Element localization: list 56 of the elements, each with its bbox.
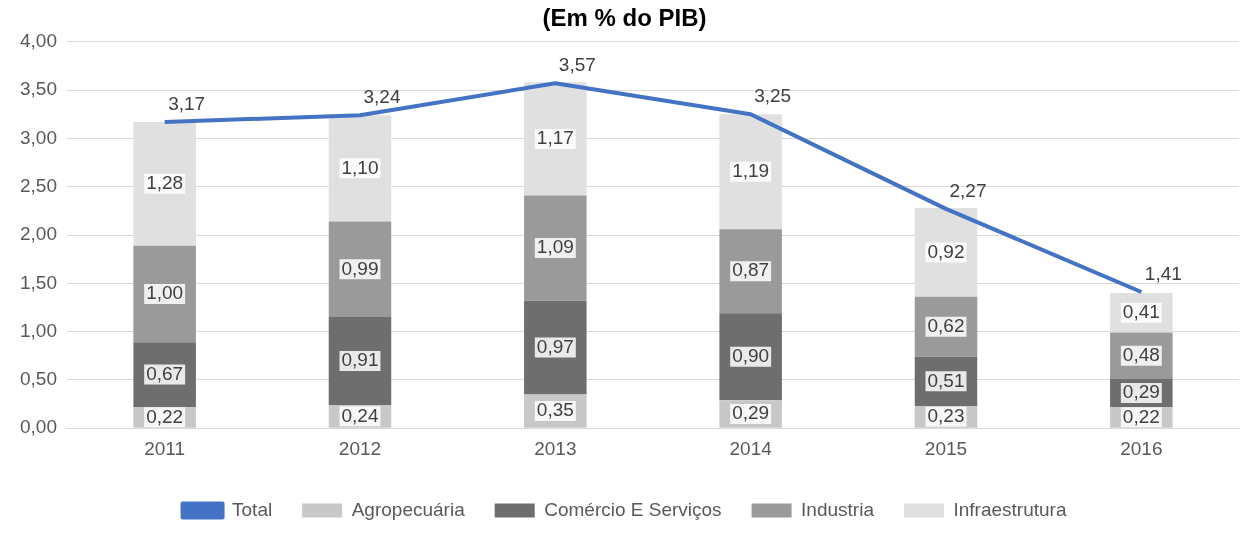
data-label: 0,67	[146, 362, 184, 384]
legend-label: Agropecuária	[351, 498, 466, 520]
data-label: 1,10	[341, 156, 379, 178]
data-label: 0,91	[341, 349, 379, 371]
data-label: 1,28	[146, 172, 184, 194]
legend-label: Total	[232, 498, 273, 520]
bar	[133, 245, 196, 343]
data-label: 0,48	[1122, 343, 1160, 365]
data-label: 0,99	[341, 257, 379, 279]
chart-title: (Em % do PIB)	[542, 4, 707, 32]
data-label: 1,19	[732, 159, 770, 181]
data-label: 0,22	[1122, 405, 1160, 427]
legend-label: Comércio E Serviços	[544, 498, 722, 520]
y-tick-label: 2,50	[20, 174, 57, 196]
data-label: 0,41	[1122, 301, 1160, 322]
legend-label: Industria	[801, 498, 875, 520]
data-label: 0,35	[536, 399, 574, 421]
y-tick-label: 4,00	[20, 30, 57, 52]
data-label: 3,24	[363, 85, 401, 107]
data-label: 0,22	[146, 405, 184, 427]
data-label: 2,27	[949, 179, 987, 201]
data-label: 1,41	[1144, 262, 1182, 284]
legend-label: Infraestrutura	[953, 498, 1067, 520]
bar	[328, 221, 392, 318]
x-tick-label: 2016	[1120, 437, 1163, 459]
data-label: 0,90	[732, 344, 770, 366]
x-tick-label: 2014	[729, 437, 773, 459]
data-label: 1,09	[536, 236, 574, 258]
y-tick-label: 1,50	[20, 271, 57, 293]
data-label: 0,29	[732, 402, 770, 424]
y-tick-label: 0,50	[20, 368, 57, 390]
bar	[719, 313, 782, 401]
data-label: 0,97	[536, 335, 574, 357]
data-label: 0,24	[341, 404, 379, 426]
x-tick-label: 2012	[338, 437, 382, 459]
y-tick-label: 3,50	[20, 78, 57, 100]
x-tick-label: 2011	[144, 437, 186, 459]
x-tick-label: 2013	[534, 437, 577, 459]
data-label: 0,23	[927, 405, 965, 427]
y-tick-label: 2,00	[20, 223, 57, 245]
x-tick-label: 2015	[924, 437, 968, 459]
data-label: 3,25	[754, 84, 792, 106]
bar	[524, 300, 587, 395]
data-label: 0,92	[927, 240, 965, 262]
data-label: 0,29	[1122, 381, 1160, 403]
bar	[524, 195, 587, 301]
data-label: 0,87	[732, 259, 770, 281]
data-label: 0,62	[927, 315, 965, 336]
data-label: 3,57	[558, 54, 596, 76]
y-tick-label: 3,00	[20, 126, 57, 148]
data-label: 3,17	[168, 92, 206, 114]
data-label: 1,00	[146, 282, 184, 304]
y-tick-label: 0,00	[20, 416, 57, 438]
y-tick-label: 1,00	[20, 319, 57, 341]
data-label: 0,51	[927, 369, 965, 391]
data-label: 1,17	[536, 127, 574, 149]
